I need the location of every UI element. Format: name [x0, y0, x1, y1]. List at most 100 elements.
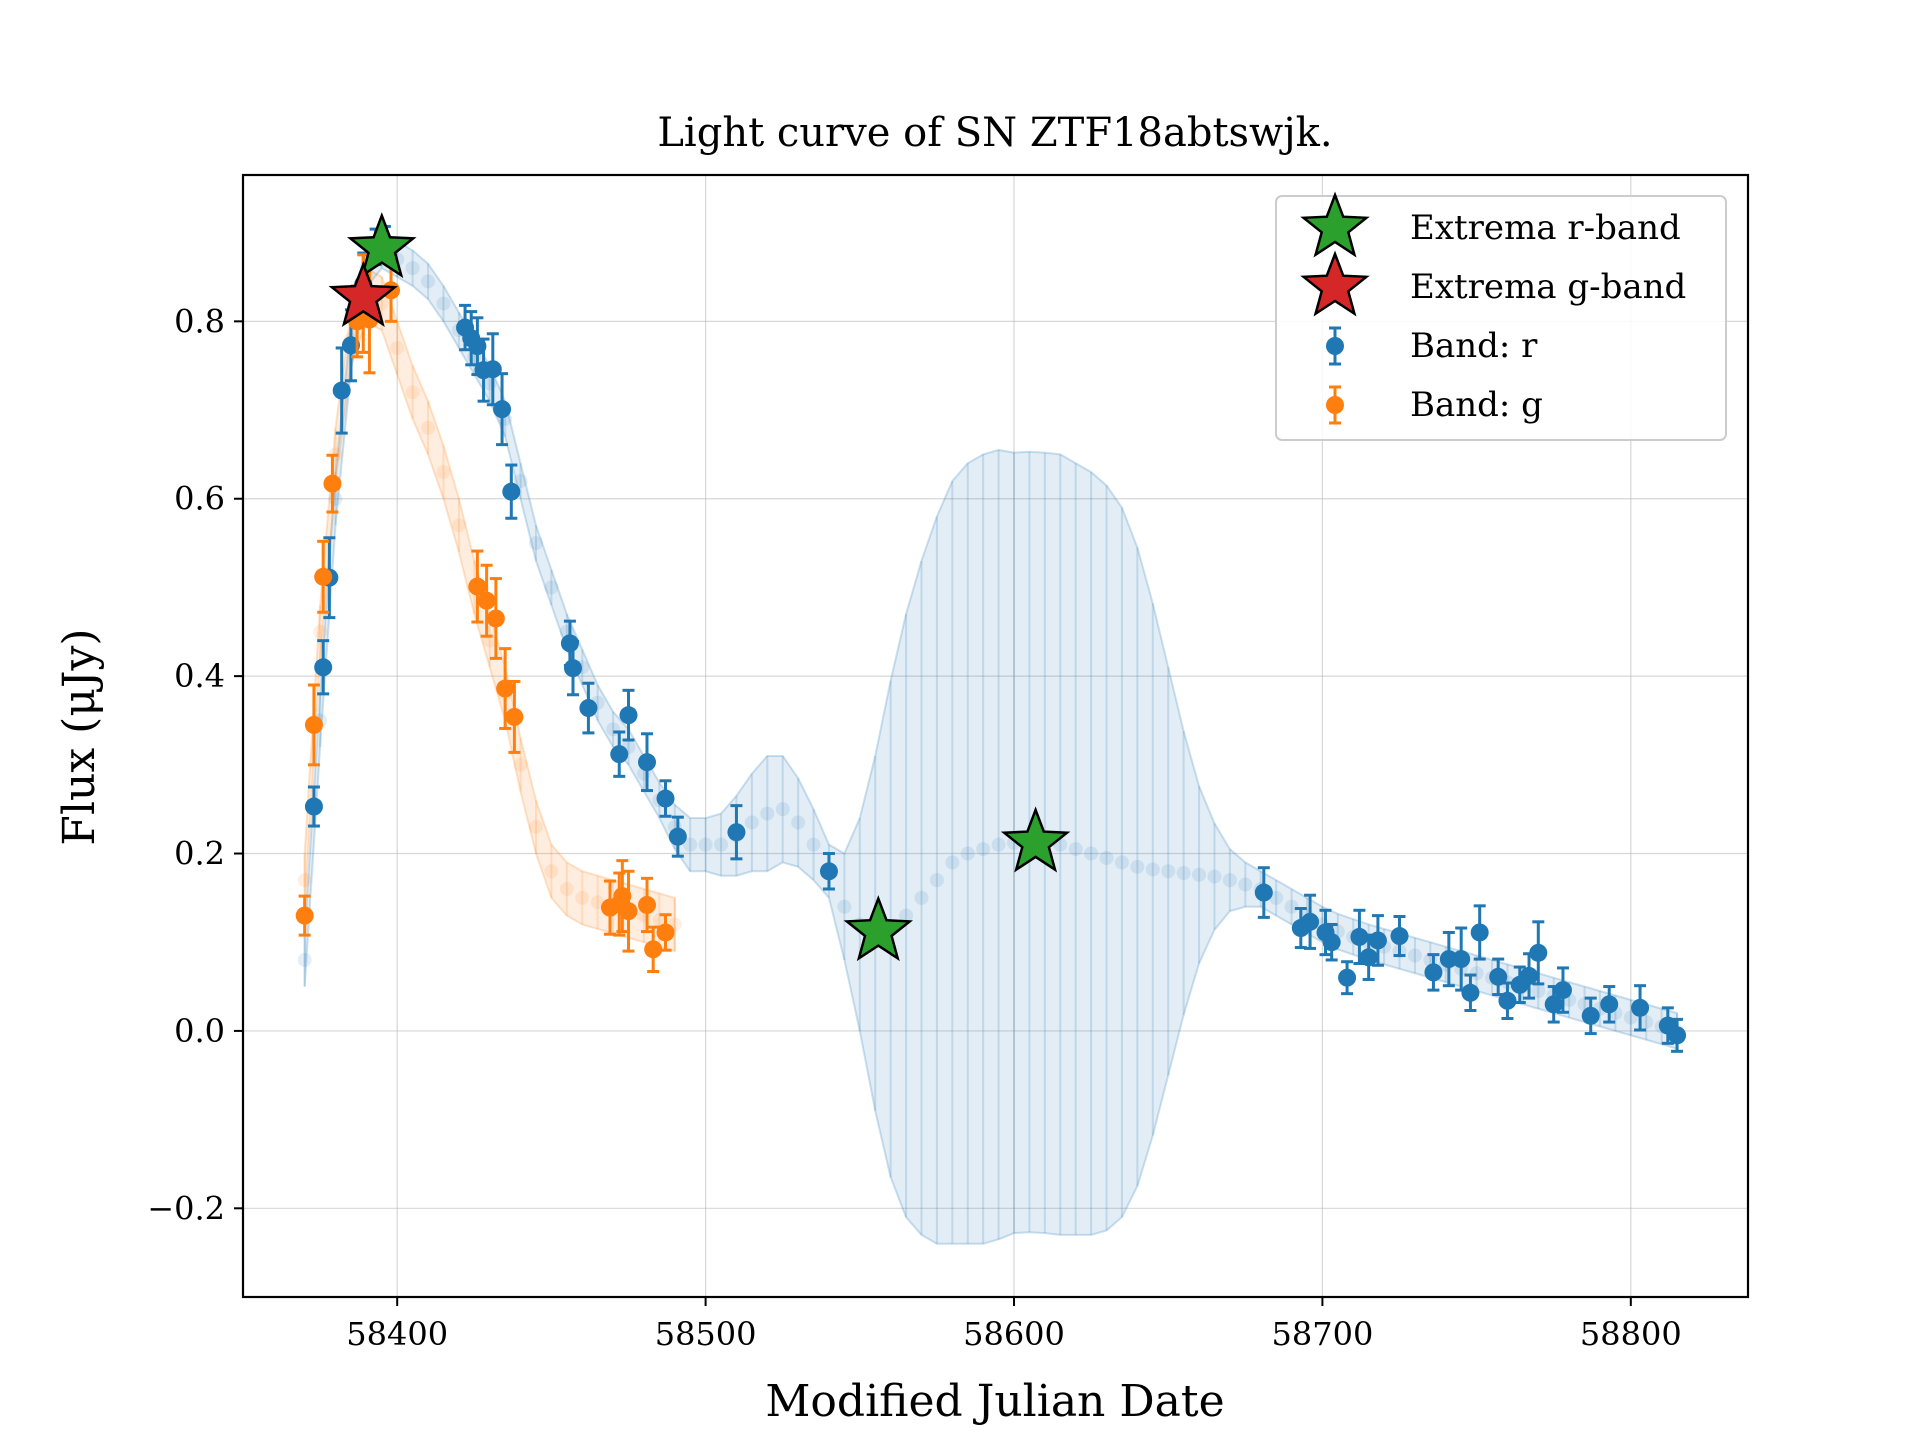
data-point [668, 815, 687, 858]
legend-entry: Extrema g-band [1300, 250, 1686, 317]
y-tick-label: 0.8 [174, 302, 225, 340]
data-point [638, 876, 657, 934]
extrema-star-g [328, 260, 399, 327]
point-marker [644, 940, 663, 959]
fit-point [1145, 862, 1160, 877]
point-marker [341, 336, 360, 355]
legend-entry: Band: g [1326, 385, 1543, 425]
data-point [493, 372, 512, 447]
fit-point [1130, 859, 1145, 874]
data-point [1489, 957, 1508, 997]
fit-point [652, 913, 667, 928]
fit-point [1238, 877, 1253, 892]
fit-point [1192, 867, 1207, 882]
point-marker [1350, 927, 1369, 946]
fit-point [513, 757, 528, 772]
fit-point [559, 882, 574, 896]
data-point [1359, 933, 1378, 981]
data-point [613, 859, 632, 934]
point-marker [613, 887, 632, 906]
data-point [486, 577, 505, 660]
fit-point [1207, 869, 1222, 884]
fit-point [960, 846, 975, 861]
point-marker [496, 679, 515, 698]
fit-point [528, 819, 543, 834]
extrema-stars [328, 212, 1071, 962]
fit-point [837, 899, 852, 914]
point-marker [1452, 950, 1471, 969]
data-point [1390, 914, 1409, 958]
x-tick-label: 58800 [1580, 1315, 1682, 1353]
fit-point [1114, 855, 1129, 870]
point-marker [656, 789, 675, 808]
point-marker [468, 577, 487, 596]
legend-star-icon [1300, 191, 1370, 258]
fit-point [683, 837, 698, 852]
fit-point [791, 815, 806, 830]
point-marker [819, 862, 838, 881]
fit-point [1284, 899, 1299, 914]
fit-point [1222, 873, 1237, 888]
point-marker [1439, 950, 1458, 969]
point-marker [1461, 983, 1480, 1002]
fit-point [575, 890, 590, 905]
x-tick-label: 58400 [346, 1315, 448, 1353]
fit-point [929, 873, 944, 888]
point-marker [656, 923, 675, 942]
point-marker [563, 659, 582, 678]
grid [243, 175, 1748, 1297]
point-marker [619, 902, 638, 921]
data-point [323, 453, 342, 514]
plot-frame [241, 173, 1750, 1299]
fit-point [405, 385, 420, 400]
fit-point [390, 340, 405, 355]
legend-entry: Extrema r-band [1300, 191, 1681, 258]
point-marker [468, 337, 487, 356]
fit-point [991, 837, 1006, 852]
point-marker [638, 895, 657, 914]
data-point [579, 681, 598, 735]
x-tick-label: 58700 [1272, 1315, 1374, 1353]
fit-point [1099, 850, 1114, 865]
fit-point [436, 296, 451, 311]
data-point [1668, 1017, 1687, 1053]
fit-band-1 [303, 266, 676, 953]
fit-point [436, 465, 451, 480]
point-marker [727, 823, 746, 842]
point-marker [323, 474, 342, 493]
fit-point [976, 842, 991, 857]
point-marker [314, 567, 333, 586]
data-point [610, 730, 629, 778]
fit-point [297, 873, 312, 888]
y-tick-label: 0.4 [174, 657, 225, 695]
fit-point [775, 802, 790, 817]
data-point [727, 804, 746, 861]
data-point [619, 869, 638, 953]
point-marker [638, 753, 657, 772]
data-point [819, 852, 838, 891]
data-point [656, 779, 675, 818]
point-marker [1581, 1006, 1600, 1025]
fit-point [528, 536, 543, 551]
fit-point [421, 274, 436, 289]
point-marker [505, 707, 524, 726]
data-point [656, 913, 675, 952]
y-axis-label: Flux (μJy) [54, 628, 105, 845]
x-tick-label: 58500 [655, 1315, 757, 1353]
point-marker [1301, 912, 1320, 931]
fit-point [451, 518, 466, 533]
legend-point-icon [1326, 337, 1344, 355]
fit-point [744, 815, 759, 830]
data-point [638, 732, 657, 793]
chart-title: Light curve of SN ZTF18abtswjk. [657, 110, 1332, 156]
extrema-star-r [843, 895, 914, 962]
point-marker [668, 827, 687, 846]
point-marker [1470, 923, 1489, 942]
legend-entry: Band: r [1326, 326, 1538, 366]
y-tick-label: 0.0 [174, 1012, 225, 1050]
fit-point [1176, 866, 1191, 881]
legend-label: Band: g [1410, 385, 1543, 425]
legend: Extrema r-band Extrema g-band Band: r Band:… [1275, 191, 1727, 441]
data-point [644, 925, 663, 973]
fit-point [1469, 966, 1484, 981]
